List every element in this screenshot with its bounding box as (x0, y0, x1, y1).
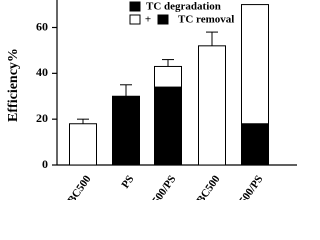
bar-segment (241, 123, 269, 166)
bar-segment (198, 45, 226, 166)
legend-swatch (129, 14, 141, 25)
y-tick-label: 20 (36, 111, 48, 125)
x-tick-label: /BC500 (192, 173, 223, 200)
bar-segment (154, 65, 182, 88)
legend-label: TC removal (178, 14, 234, 26)
bar-segment (154, 86, 182, 166)
legend-label: TC degradation (146, 1, 221, 13)
x-tick-label: 500/PS (237, 173, 265, 200)
legend-joiner: + (145, 14, 151, 26)
legend-swatch (157, 14, 169, 25)
y-tick-label: 60 (36, 19, 48, 33)
bar-segment (69, 123, 97, 166)
chart: Efficiency% 0 20 40 60 BC500 PS C500/PS/BC500 5… (6, 0, 297, 200)
x-tick-label: BC500 (65, 173, 93, 200)
bar-segment (241, 4, 269, 125)
legend-swatch (129, 1, 141, 12)
y-tick-label: 0 (42, 157, 48, 171)
y-axis-label: Efficiency% (6, 48, 21, 122)
x-tick-label: PS (119, 173, 136, 190)
y-tick-label: 40 (36, 65, 48, 79)
bar-segment (112, 95, 140, 166)
x-tick-label: C500/PS (146, 173, 179, 200)
